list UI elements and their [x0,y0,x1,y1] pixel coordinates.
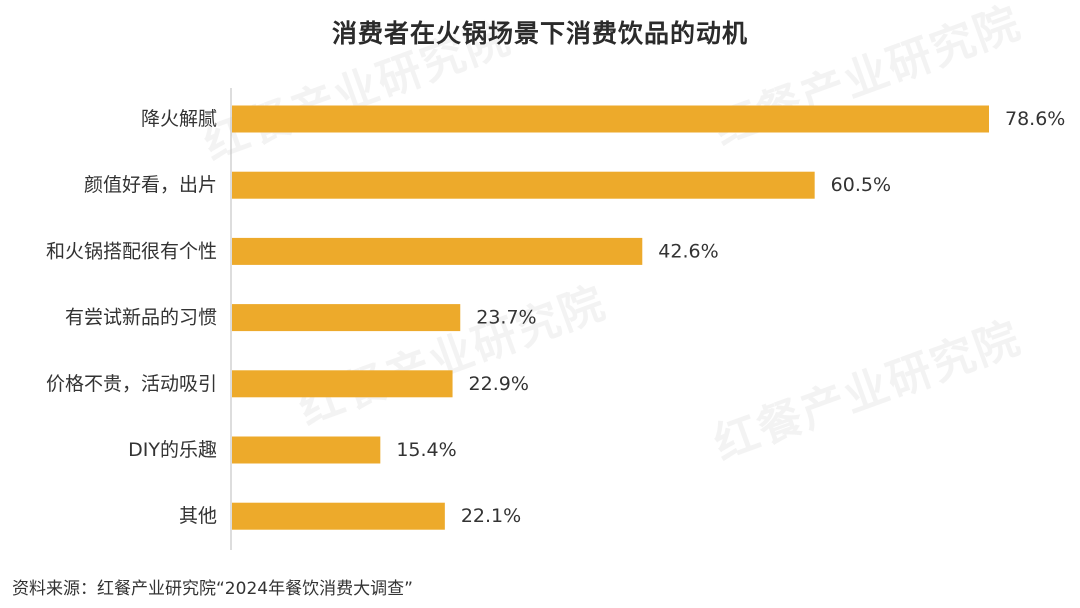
category-label-2: 和火锅搭配很有个性 [46,240,217,262]
bars-group [232,105,989,530]
category-label-3: 有尝试新品的习惯 [65,307,217,329]
bar-3 [232,304,461,332]
value-labels-group: 78.6% 60.5% 42.6% 23.7% 22.9% 15.4% 22.1% [396,108,1065,527]
bar-4 [232,370,453,398]
value-label-6: 22.1% [461,505,521,527]
source-note: 资料来源：红餐产业研究院“2024年餐饮消费大调查” [12,579,413,599]
category-label-5: DIY的乐趣 [128,439,217,461]
bar-0 [232,105,989,133]
chart-title: 消费者在火锅场景下消费饮品的动机 [331,19,748,48]
value-label-2: 42.6% [658,240,718,262]
category-label-6: 其他 [179,505,217,527]
category-label-4: 价格不贵，活动吸引 [46,373,217,395]
bar-6 [232,502,445,530]
value-label-4: 22.9% [469,373,529,395]
category-label-0: 降火解腻 [141,108,217,130]
category-label-1: 颜值好看，出片 [84,174,217,196]
value-label-1: 60.5% [831,174,891,196]
value-label-3: 23.7% [476,307,536,329]
value-label-5: 15.4% [396,439,456,461]
value-label-0: 78.6% [1005,108,1065,130]
bar-2 [232,237,643,265]
bar-5 [232,436,381,464]
bar-1 [232,171,815,199]
